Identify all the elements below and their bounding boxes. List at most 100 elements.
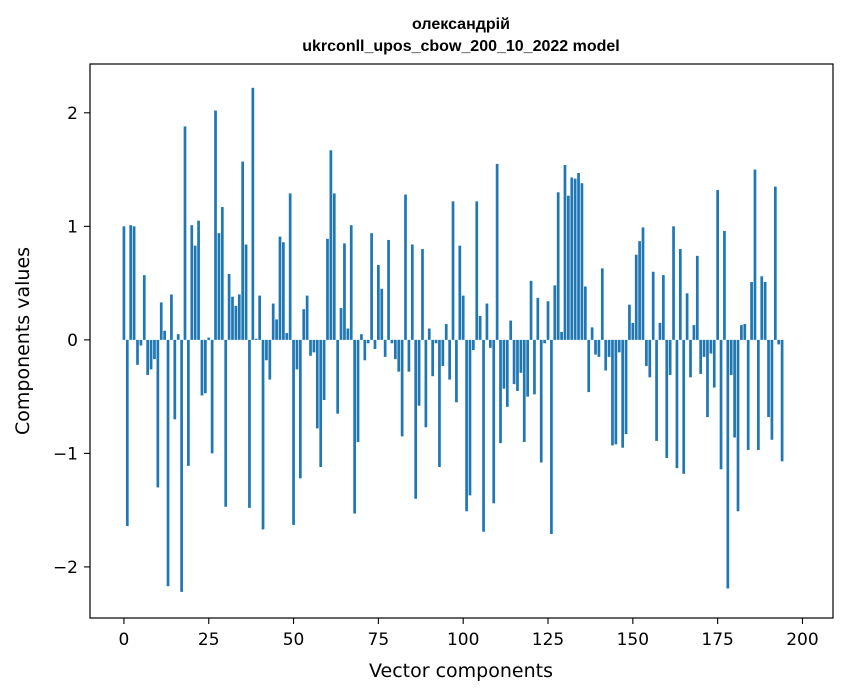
bar-43	[268, 339, 272, 380]
bar-134	[577, 172, 580, 340]
bar-87	[417, 339, 421, 406]
x-tick-label-200: 200	[786, 630, 818, 650]
bar-96	[448, 339, 451, 380]
bar-79	[390, 339, 394, 344]
bar-154	[645, 339, 648, 366]
bar-7	[146, 339, 150, 376]
bar-98	[455, 339, 458, 403]
bar-72	[366, 339, 370, 344]
bar-97	[451, 201, 455, 340]
x-axis-label: Vector components	[369, 660, 553, 682]
bar-6	[142, 275, 146, 340]
bar-174	[712, 339, 716, 388]
bar-5	[139, 339, 143, 346]
bar-94	[441, 339, 445, 366]
bar-122	[536, 297, 540, 340]
bar-56	[312, 339, 316, 353]
bar-34	[237, 294, 241, 340]
bar-159	[662, 275, 665, 340]
bar-119	[526, 339, 530, 397]
bar-133	[573, 178, 577, 340]
bar-168	[692, 325, 696, 340]
bar-62	[332, 193, 336, 340]
bar-42	[265, 339, 268, 361]
bar-114	[509, 320, 513, 340]
bar-30	[224, 339, 228, 507]
bar-158	[658, 322, 662, 340]
chart-title-line-1: олександрій	[412, 16, 510, 33]
bar-126	[550, 339, 553, 534]
bar-90	[427, 328, 431, 340]
bar-172	[706, 339, 709, 418]
bar-36	[244, 244, 248, 340]
x-tick-label-175: 175	[701, 630, 733, 650]
bar-50	[292, 339, 295, 525]
bar-20	[190, 225, 194, 340]
bar-67	[349, 225, 353, 340]
bar-83	[404, 194, 407, 340]
bar-69	[356, 339, 360, 443]
bar-76	[380, 288, 384, 340]
bar-164	[678, 249, 682, 340]
bar-29	[220, 207, 224, 340]
bar-82	[400, 339, 404, 437]
bar-149	[628, 304, 631, 340]
bar-181	[736, 339, 740, 512]
bar-48	[285, 333, 289, 340]
bars	[122, 87, 784, 592]
x-tick-label-50: 50	[283, 630, 305, 650]
bar-188	[760, 276, 764, 340]
bar-182	[740, 325, 743, 340]
bar-92	[434, 339, 438, 344]
bar-150	[631, 322, 635, 340]
bar-115	[512, 339, 516, 385]
bar-111	[499, 339, 502, 444]
bar-131	[567, 195, 570, 340]
bar-102	[468, 339, 472, 496]
bar-57	[315, 339, 319, 429]
y-tick-label-0: 0	[67, 331, 78, 351]
bar-66	[346, 328, 350, 340]
bar-26	[210, 339, 214, 454]
bar-75	[377, 264, 380, 340]
bar-24	[203, 339, 207, 394]
bar-91	[431, 339, 435, 377]
bar-60	[326, 238, 329, 340]
bar-19	[187, 339, 190, 466]
x-tick-label-125: 125	[532, 630, 564, 650]
bar-120	[529, 280, 533, 340]
bar-104	[475, 201, 479, 340]
bar-86	[414, 339, 418, 499]
bar-99	[458, 245, 462, 340]
bar-112	[502, 339, 506, 389]
bar-105	[478, 316, 482, 340]
bar-39	[254, 338, 258, 340]
bar-165	[682, 339, 686, 474]
bar-147	[621, 339, 625, 448]
bar-3	[132, 226, 136, 340]
bar-183	[743, 323, 747, 340]
bar-55	[309, 339, 312, 356]
bar-31	[227, 274, 231, 340]
bar-61	[329, 150, 333, 340]
bar-141	[600, 268, 604, 340]
x-tick-label-0: 0	[119, 630, 130, 650]
bar-32	[231, 296, 234, 340]
bar-117	[519, 339, 523, 373]
bar-84	[407, 339, 411, 372]
bar-128	[556, 192, 560, 340]
bar-129	[560, 331, 563, 340]
x-tick-label-150: 150	[617, 630, 649, 650]
bar-167	[689, 339, 692, 378]
bar-100	[461, 295, 465, 340]
bar-88	[421, 249, 424, 340]
bar-35	[241, 161, 245, 340]
bar-139	[594, 339, 597, 355]
chart-title-line-2: ukrconll_upos_cbow_200_10_2022 model	[302, 38, 619, 55]
bar-21	[193, 245, 197, 340]
bar-23	[200, 339, 204, 396]
bar-179	[729, 339, 733, 376]
bar-44	[271, 303, 275, 340]
bar-73	[370, 233, 373, 340]
